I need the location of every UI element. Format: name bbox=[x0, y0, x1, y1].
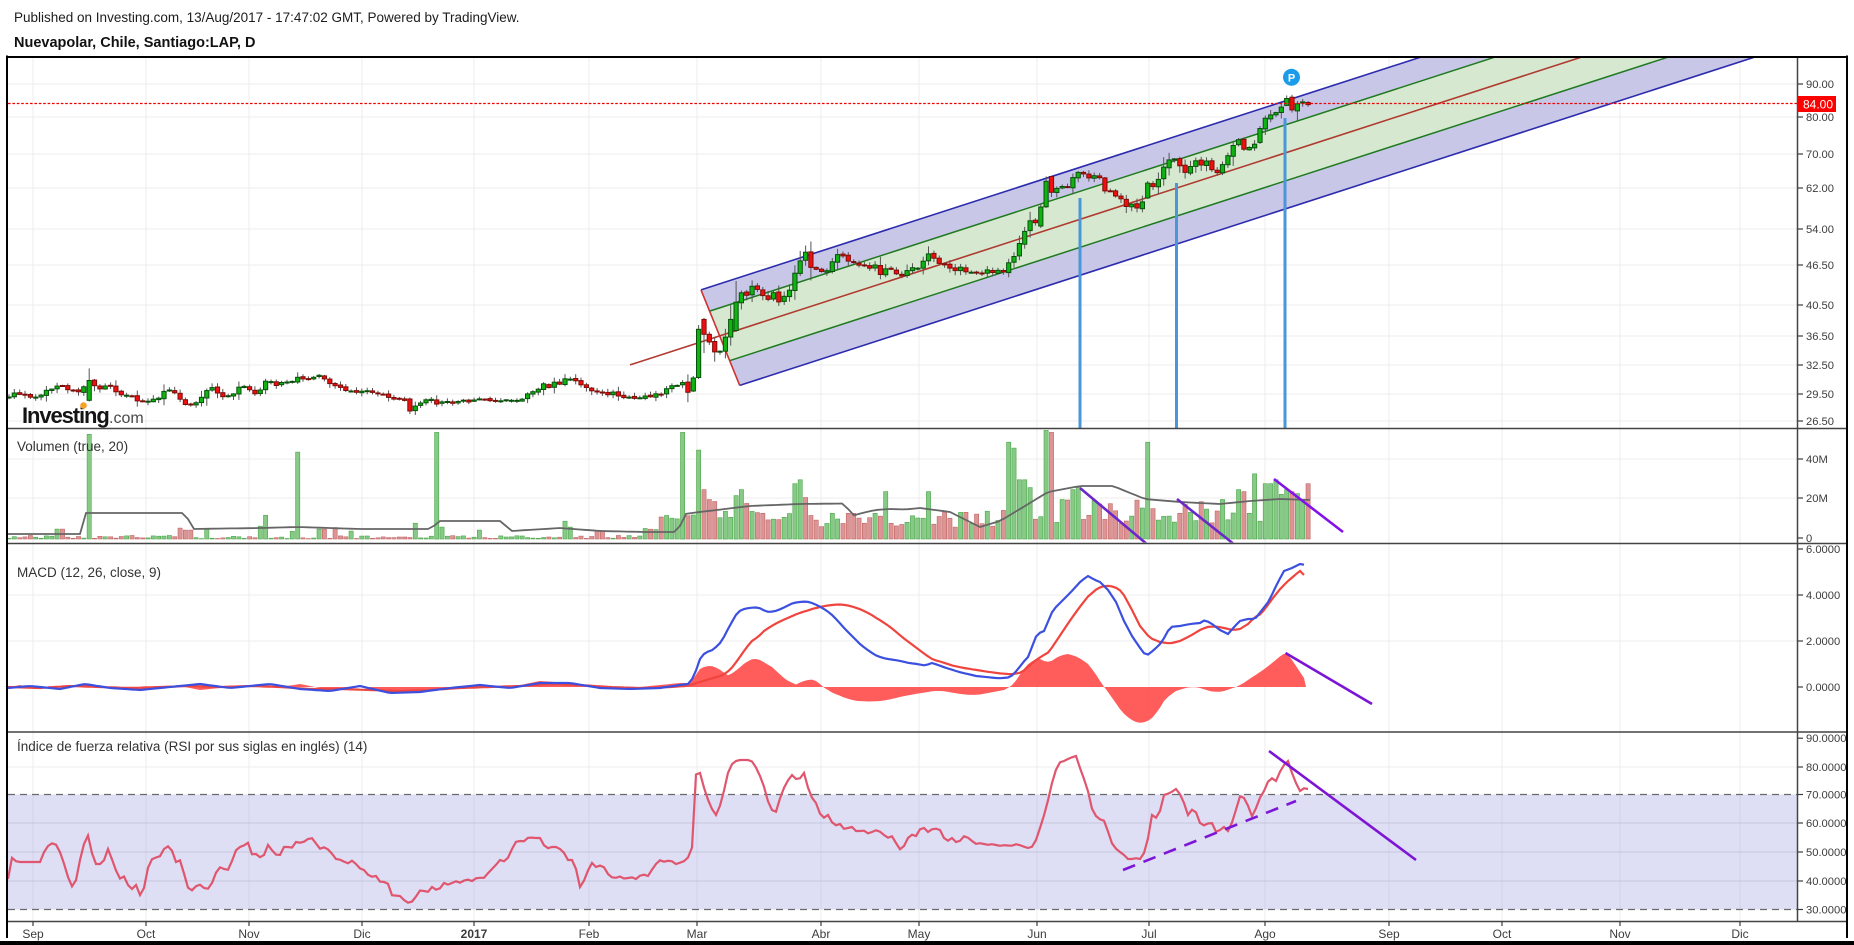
svg-text:6.0000: 6.0000 bbox=[1806, 544, 1840, 556]
svg-text:Ago: Ago bbox=[1254, 927, 1276, 941]
svg-text:4.0000: 4.0000 bbox=[1806, 590, 1840, 602]
svg-text:MACD (12, 26, close, 9): MACD (12, 26, close, 9) bbox=[17, 565, 161, 580]
svg-text:Oct: Oct bbox=[1493, 927, 1512, 941]
svg-text:40.0000: 40.0000 bbox=[1806, 876, 1846, 888]
svg-text:Dic: Dic bbox=[1731, 927, 1748, 941]
svg-text:Mar: Mar bbox=[687, 927, 708, 941]
svg-text:36.50: 36.50 bbox=[1806, 331, 1834, 343]
svg-text:29.50: 29.50 bbox=[1806, 389, 1834, 401]
svg-text:Feb: Feb bbox=[579, 927, 600, 941]
svg-text:40.50: 40.50 bbox=[1806, 300, 1834, 312]
svg-text:Sep: Sep bbox=[22, 927, 44, 941]
svg-text:Jun: Jun bbox=[1027, 927, 1046, 941]
svg-text:0: 0 bbox=[1806, 533, 1812, 545]
svg-text:84.00: 84.00 bbox=[1803, 98, 1833, 112]
svg-text:Abr: Abr bbox=[812, 927, 831, 941]
svg-text:P: P bbox=[1288, 73, 1295, 85]
svg-text:54.00: 54.00 bbox=[1806, 224, 1834, 236]
svg-text:Oct: Oct bbox=[137, 927, 156, 941]
svg-text:46.50: 46.50 bbox=[1806, 260, 1834, 272]
svg-text:Nov: Nov bbox=[1609, 927, 1630, 941]
svg-text:Sep: Sep bbox=[1378, 927, 1400, 941]
svg-text:May: May bbox=[908, 927, 931, 941]
svg-text:0.0000: 0.0000 bbox=[1806, 682, 1840, 694]
svg-text:.com: .com bbox=[109, 410, 144, 427]
svg-text:40M: 40M bbox=[1806, 454, 1828, 466]
svg-text:20M: 20M bbox=[1806, 493, 1828, 505]
svg-text:Dic: Dic bbox=[353, 927, 370, 941]
svg-text:60.0000: 60.0000 bbox=[1806, 818, 1846, 830]
svg-text:70.00: 70.00 bbox=[1806, 149, 1834, 161]
svg-text:Investing: Investing bbox=[22, 403, 109, 428]
svg-text:62.00: 62.00 bbox=[1806, 183, 1834, 195]
svg-text:90.0000: 90.0000 bbox=[1806, 733, 1846, 745]
svg-text:30.0000: 30.0000 bbox=[1806, 905, 1846, 917]
svg-text:Jul: Jul bbox=[1141, 927, 1156, 941]
svg-text:80.00: 80.00 bbox=[1806, 112, 1834, 124]
svg-text:90.00: 90.00 bbox=[1806, 79, 1834, 91]
svg-text:Índice de fuerza relativa (RSI: Índice de fuerza relativa (RSI por sus s… bbox=[17, 739, 367, 754]
svg-text:50.0000: 50.0000 bbox=[1806, 847, 1846, 859]
svg-text:Nuevapolar, Chile, Santiago:LA: Nuevapolar, Chile, Santiago:LAP, D bbox=[14, 35, 255, 51]
svg-text:Nov: Nov bbox=[238, 927, 259, 941]
svg-text:80.0000: 80.0000 bbox=[1806, 762, 1846, 774]
svg-text:26.50: 26.50 bbox=[1806, 416, 1834, 428]
svg-text:Volumen (true, 20): Volumen (true, 20) bbox=[17, 439, 128, 454]
svg-text:2.0000: 2.0000 bbox=[1806, 636, 1840, 648]
svg-text:32.50: 32.50 bbox=[1806, 360, 1834, 372]
svg-text:2017: 2017 bbox=[461, 927, 488, 941]
svg-text:70.0000: 70.0000 bbox=[1806, 790, 1846, 802]
svg-text:Published on Investing.com, 13: Published on Investing.com, 13/Aug/2017 … bbox=[14, 10, 520, 25]
